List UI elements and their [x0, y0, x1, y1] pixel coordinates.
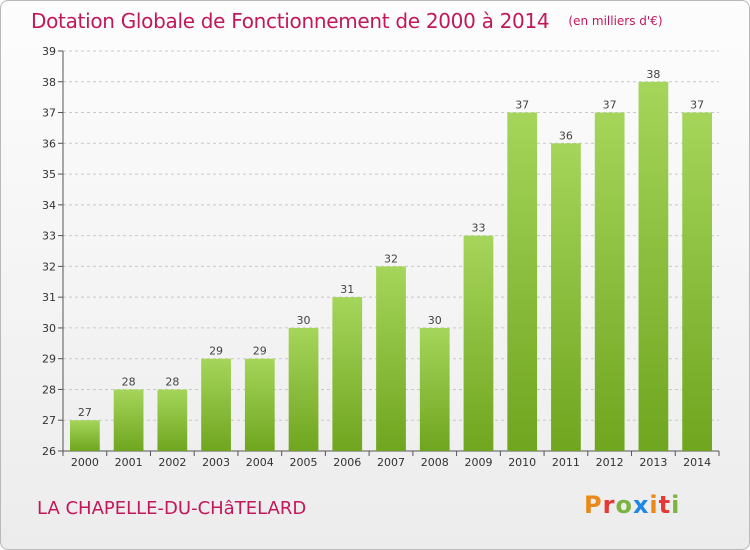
- x-tick-label: 2012: [596, 456, 624, 469]
- data-label: 31: [340, 283, 354, 296]
- bar: [288, 327, 319, 451]
- bar: [332, 297, 363, 451]
- y-tick-label: 30: [42, 322, 56, 335]
- y-tick-label: 28: [42, 383, 56, 396]
- x-tick-label: 2001: [115, 456, 143, 469]
- x-tick-label: 2002: [158, 456, 186, 469]
- bar: [419, 327, 450, 451]
- x-tick-label: 2007: [377, 456, 405, 469]
- data-label: 28: [165, 375, 179, 388]
- x-tick-label: 2011: [552, 456, 580, 469]
- bar: [376, 266, 406, 451]
- y-tick-label: 26: [42, 445, 56, 458]
- x-tick-label: 2004: [246, 456, 274, 469]
- x-tick-label: 2000: [71, 456, 99, 469]
- proxiti-logo[interactable]: Proxiti: [584, 491, 681, 519]
- x-tick-label: 2014: [683, 456, 711, 469]
- bar: [113, 389, 144, 451]
- data-label: 37: [603, 99, 617, 112]
- bar: [69, 420, 100, 451]
- x-tick-label: 2005: [290, 456, 318, 469]
- y-tick-label: 35: [42, 168, 56, 181]
- chart-subtitle: (en milliers d'€): [568, 14, 663, 28]
- y-tick-label: 36: [42, 137, 56, 150]
- data-label: 37: [690, 99, 704, 112]
- bar: [201, 358, 231, 451]
- data-label: 30: [428, 314, 442, 327]
- x-tick-label: 2008: [421, 456, 449, 469]
- bar: [682, 112, 713, 452]
- data-label: 36: [559, 129, 573, 142]
- y-tick-label: 31: [42, 291, 56, 304]
- commune-name: LA CHAPELLE-DU-CHâTELARD: [37, 498, 307, 519]
- y-tick-label: 37: [42, 107, 56, 120]
- data-label: 30: [297, 314, 311, 327]
- data-label: 28: [122, 375, 136, 388]
- bar: [463, 235, 494, 451]
- bar: [244, 358, 275, 451]
- bar: [638, 81, 669, 452]
- axes: 26 27 28 29 30 31 32 33 34 35 36 37 38 39 2000 2001 2002…: [42, 45, 720, 469]
- bar: [507, 112, 538, 452]
- data-label: 29: [209, 345, 223, 358]
- bar: [551, 143, 581, 452]
- y-tick-label: 27: [42, 414, 56, 427]
- data-label: 27: [78, 406, 92, 419]
- x-tick-label: 2006: [333, 456, 361, 469]
- y-tick-label: 32: [42, 260, 56, 273]
- x-tick-label: 2013: [639, 456, 667, 469]
- data-label: 33: [471, 222, 485, 235]
- x-tick-label: 2010: [508, 456, 536, 469]
- data-label: 37: [515, 99, 529, 112]
- bar: [594, 112, 625, 452]
- y-tick-label: 34: [42, 199, 56, 212]
- chart-title: Dotation Globale de Fonctionnement de 20…: [31, 9, 550, 33]
- data-label: 38: [646, 68, 660, 81]
- data-labels: 27 28 28 29 29 30 31 32 30 33 37 36 37 38 37: [78, 68, 704, 419]
- x-tick-label: 2003: [202, 456, 230, 469]
- y-tick-label: 38: [42, 76, 56, 89]
- bar: [157, 389, 188, 451]
- chart-title-row: Dotation Globale de Fonctionnement de 20…: [31, 9, 663, 33]
- x-tick-label: 2009: [464, 456, 492, 469]
- y-tick-label: 39: [42, 45, 56, 58]
- y-tick-label: 29: [42, 353, 56, 366]
- y-tick-label: 33: [42, 230, 56, 243]
- bars: [69, 81, 713, 452]
- data-label: 32: [384, 252, 398, 265]
- data-label: 29: [253, 345, 267, 358]
